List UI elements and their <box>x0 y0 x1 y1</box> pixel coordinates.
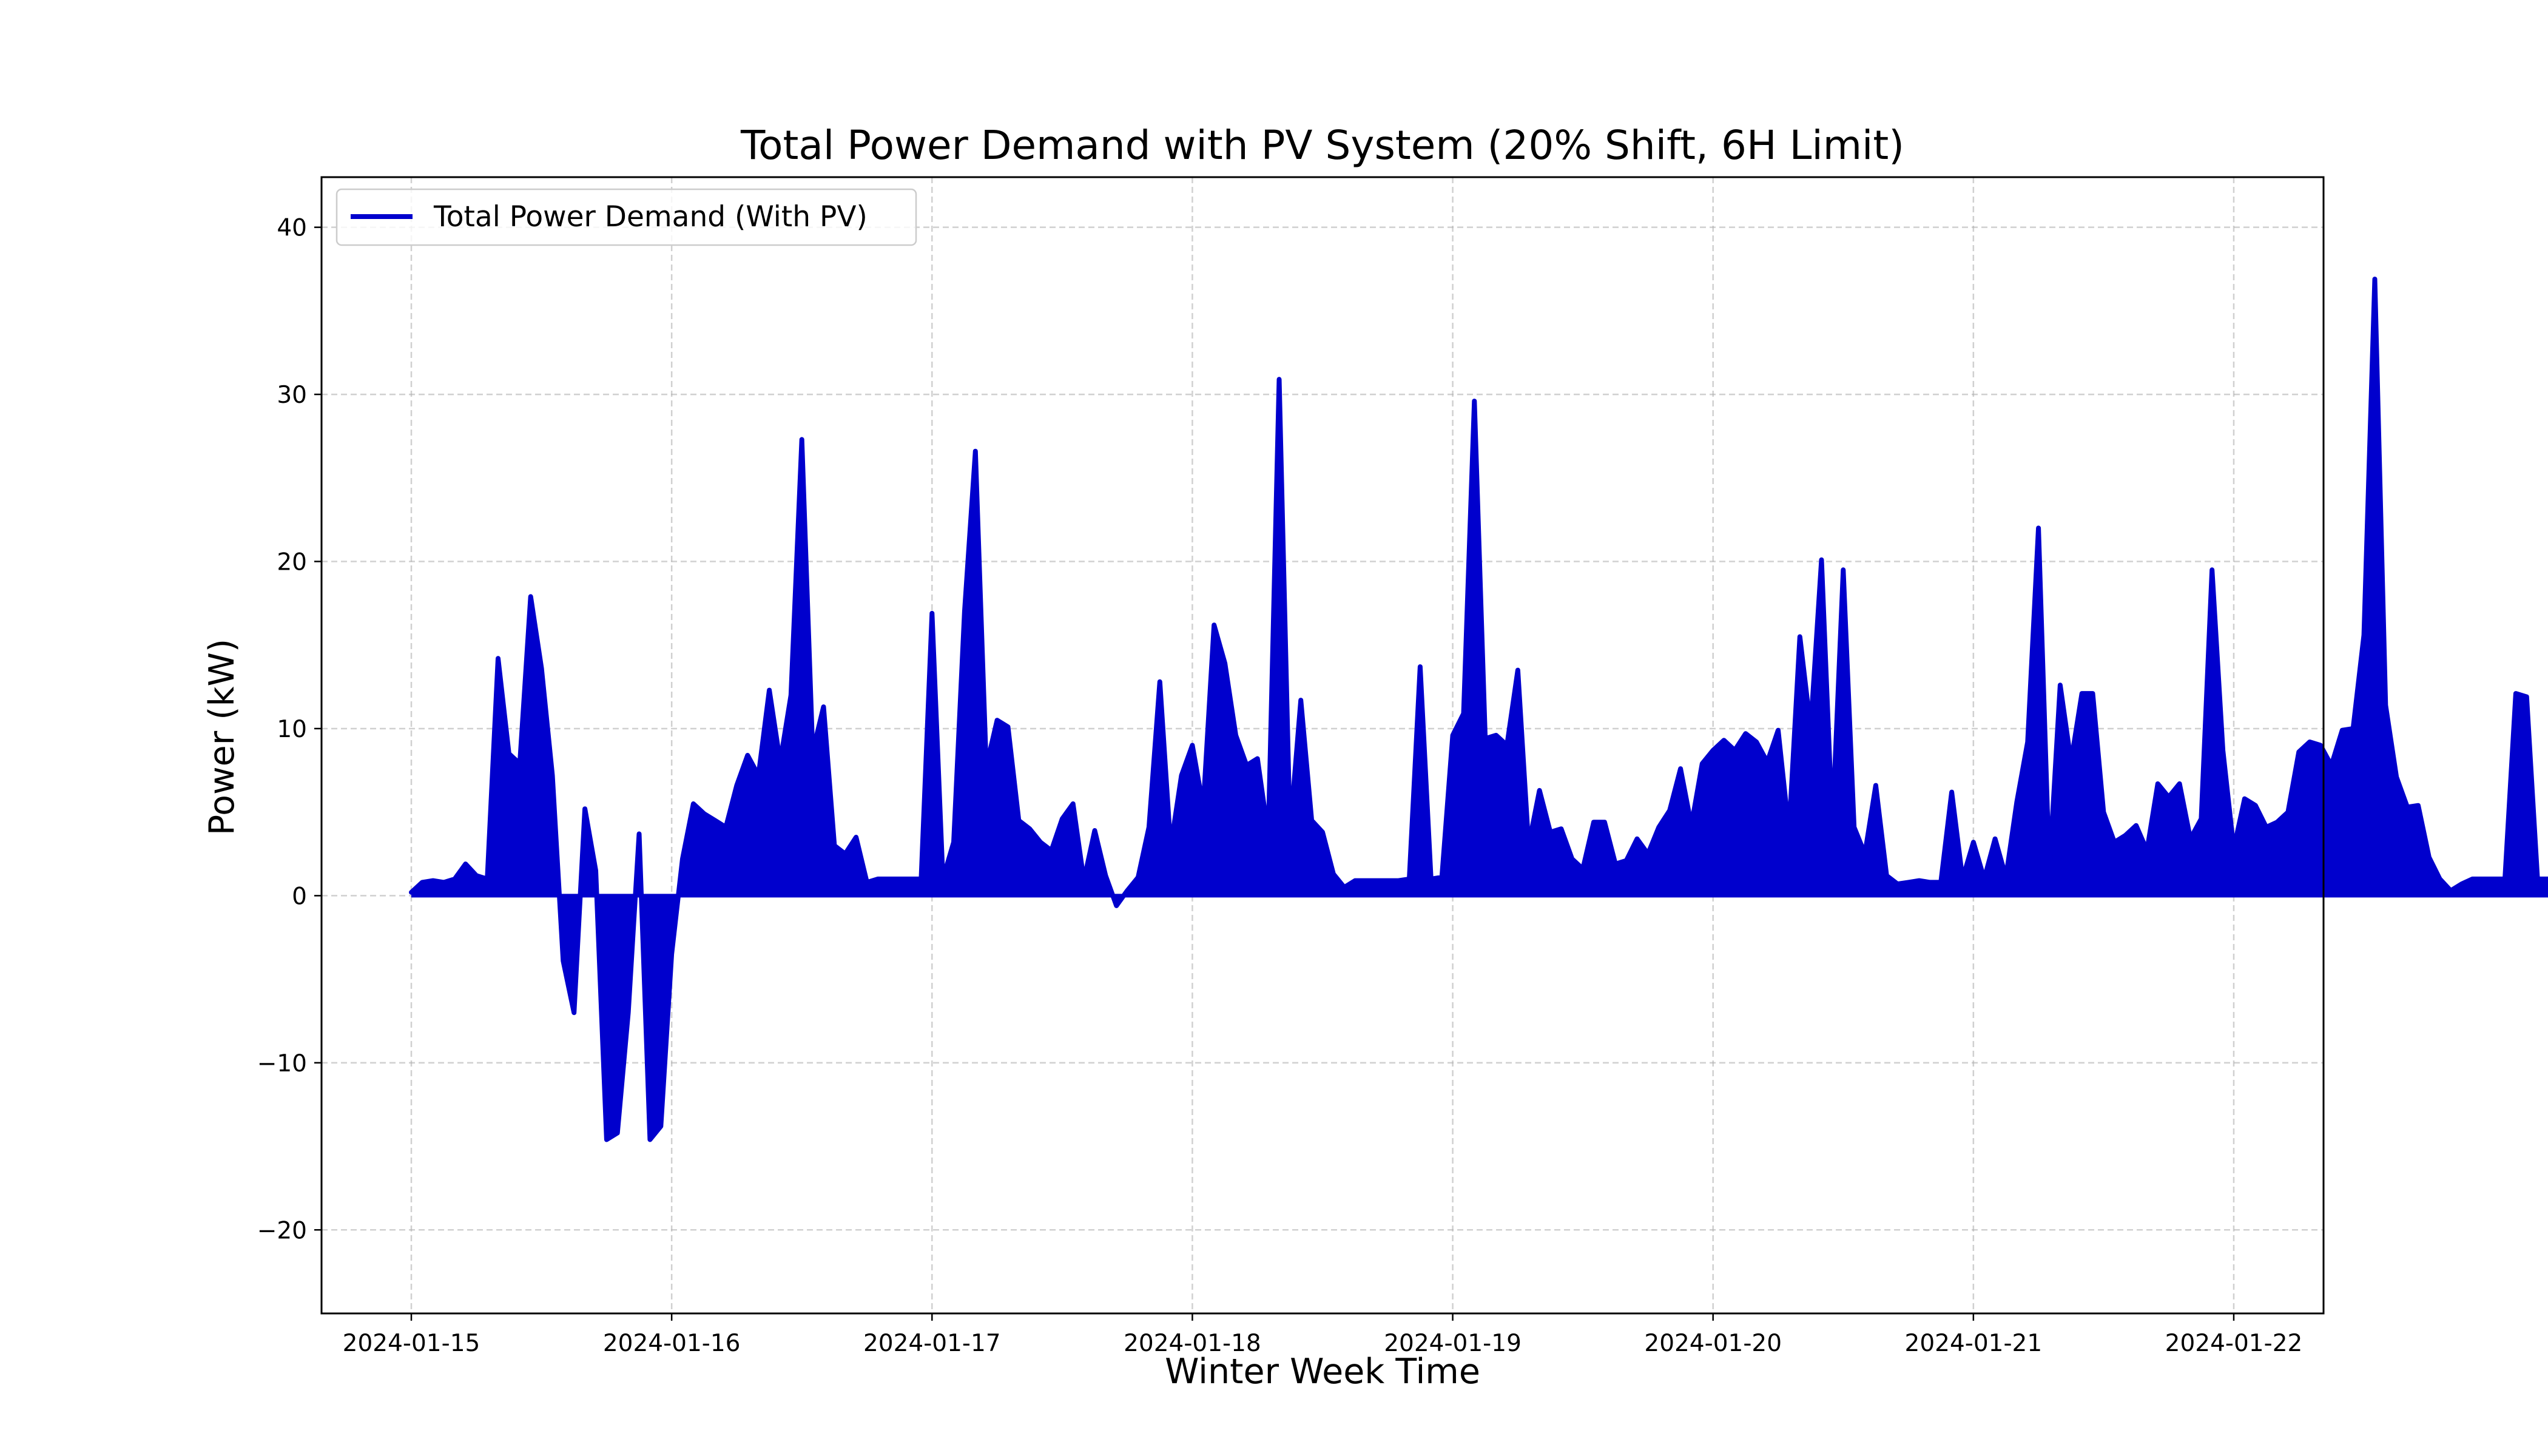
x-axis-label: Winter Week Time <box>1165 1352 1480 1392</box>
x-tick-label: 2024-01-20 <box>1644 1330 1782 1357</box>
y-tick-label: 40 <box>277 215 307 242</box>
series-area <box>411 279 2548 1140</box>
x-axis: 2024-01-15 2024-01-16 2024-01-17 2024-01-18… <box>343 1313 2303 1357</box>
series-line <box>409 277 2548 1142</box>
y-tick-label: −10 <box>257 1050 307 1077</box>
x-tick-label: 2024-01-21 <box>1905 1330 2043 1357</box>
legend: Total Power Demand (With PV) <box>335 188 917 246</box>
y-tick-label: −20 <box>257 1217 307 1244</box>
y-tick-label: 20 <box>277 549 307 576</box>
y-axis-label: Power (kW) <box>202 639 242 835</box>
y-tick-label: 0 <box>292 883 307 910</box>
x-tick-label: 2024-01-16 <box>603 1330 741 1357</box>
y-tick-label: 30 <box>277 382 307 409</box>
legend-box <box>335 188 917 246</box>
x-tick-label: 2024-01-22 <box>2165 1330 2303 1357</box>
y-axis: −20 −10 0 10 20 30 40 <box>257 215 322 1244</box>
legend-label: Total Power Demand (With PV) <box>433 200 868 234</box>
x-tick-label: 2024-01-15 <box>343 1330 480 1357</box>
chart-title: Total Power Demand with PV System (20% S… <box>740 122 1904 169</box>
series-layer <box>409 277 2548 1142</box>
x-tick-label: 2024-01-17 <box>863 1330 1001 1357</box>
plot-area-frame <box>320 176 2325 1315</box>
y-tick-label: 10 <box>277 716 307 743</box>
x-tick-label: 2024-01-18 <box>1124 1330 1261 1357</box>
x-tick-label: 2024-01-19 <box>1384 1330 1522 1357</box>
